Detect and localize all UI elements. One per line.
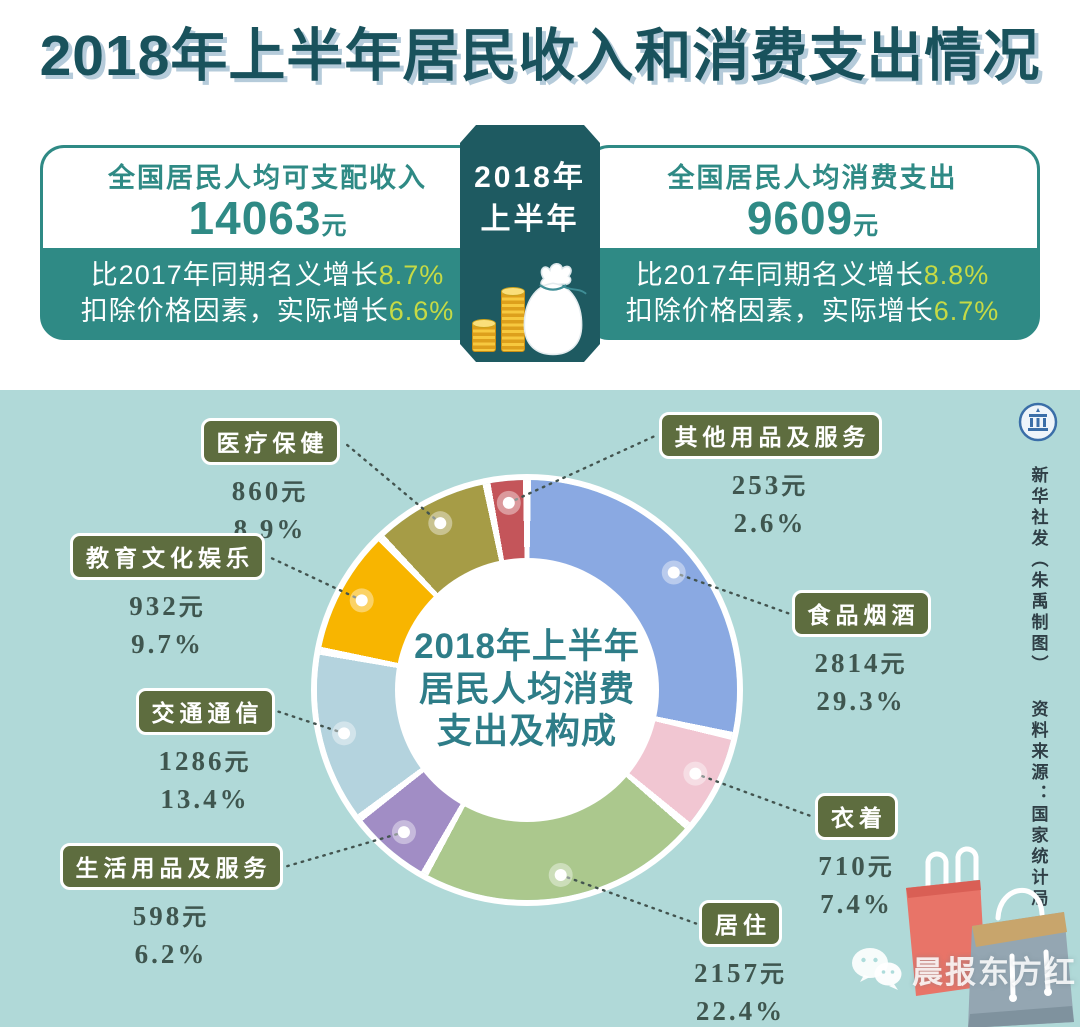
credits-column: 新华社发（朱禹制图） 资料来源：国家统计局 bbox=[1018, 402, 1058, 910]
segment-percent: 7.4% bbox=[820, 889, 893, 919]
income-box-top: 全国居民人均可支配收入 14063元 bbox=[43, 148, 492, 248]
segment-tag: 交通通信 bbox=[135, 688, 275, 735]
period-line1: 2018年 bbox=[474, 161, 586, 194]
label-housing: 居住 2157元 22.4% bbox=[688, 900, 793, 1027]
period-ribbon: 2018年 上半年 bbox=[460, 125, 600, 362]
segment-percent: 13.4% bbox=[160, 784, 250, 814]
expense-box-bottom: 比2017年同期名义增长8.8% 扣除价格因素，实际增长6.7% bbox=[588, 248, 1037, 337]
segment-value: 598元 bbox=[132, 901, 210, 931]
segment-value: 1286元 bbox=[158, 746, 252, 776]
segment-tag: 食品烟酒 bbox=[791, 590, 931, 637]
income-real-value: 6.6% bbox=[388, 296, 455, 326]
income-value-row: 14063元 bbox=[189, 195, 347, 241]
label-education: 教育文化娱乐 932元 9.7% bbox=[60, 533, 275, 660]
coin-stack-tall bbox=[501, 290, 525, 352]
income-growth-prefix: 比2017年同期名义增长 bbox=[90, 260, 379, 291]
label-other: 其他用品及服务 253元 2.6% bbox=[645, 412, 895, 539]
expense-growth-prefix: 比2017年同期名义增长 bbox=[635, 260, 924, 291]
expense-value-row: 9609元 bbox=[747, 195, 878, 241]
income-real-line: 扣除价格因素，实际增长6.6% bbox=[81, 294, 455, 330]
source-text: 资料来源：国家统计局 bbox=[1028, 700, 1048, 910]
segment-tag: 生活用品及服务 bbox=[59, 843, 283, 890]
chart-section: 2018年上半年 居民人均消费 支出及构成 医疗保健 860元 8.9% 其他用… bbox=[0, 390, 1080, 1027]
segment-value: 2157元 bbox=[694, 958, 787, 988]
segment-percent: 2.6% bbox=[733, 508, 807, 538]
segment-tag: 衣着 bbox=[815, 793, 898, 840]
wechat-icon bbox=[852, 948, 902, 990]
shopping-bags-icon bbox=[906, 846, 1074, 1027]
segment-percent: 9.7% bbox=[131, 629, 204, 659]
segment-value: 253元 bbox=[731, 470, 809, 500]
donut-center-title: 2018年上半年 居民人均消费 支出及构成 bbox=[414, 626, 640, 754]
donut-center: 2018年上半年 居民人均消费 支出及构成 bbox=[395, 558, 659, 822]
segment-tag: 其他用品及服务 bbox=[658, 412, 882, 459]
watermark: 晨报东方红 bbox=[850, 946, 1077, 992]
income-real-prefix: 扣除价格因素，实际增长 bbox=[80, 296, 389, 326]
segment-value: 932元 bbox=[129, 591, 206, 621]
center-line-3: 支出及构成 bbox=[436, 712, 617, 752]
expense-growth-line: 比2017年同期名义增长8.8% bbox=[636, 258, 990, 294]
expense-real-prefix: 扣除价格因素，实际增长 bbox=[625, 296, 934, 326]
coin-stack-short bbox=[472, 322, 496, 352]
center-line-1: 2018年上半年 bbox=[414, 626, 640, 666]
segment-value: 860元 bbox=[231, 476, 309, 506]
page-title: 2018年上半年居民收入和消费支出情况 bbox=[39, 24, 1041, 88]
segment-tag: 医疗保健 bbox=[200, 418, 340, 465]
income-box: 全国居民人均可支配收入 14063元 比2017年同期名义增长8.7% 扣除价格… bbox=[40, 145, 495, 340]
money-bag-icon bbox=[514, 260, 592, 356]
income-unit: 元 bbox=[321, 211, 347, 240]
period-line2: 上半年 bbox=[480, 203, 580, 236]
expense-label: 全国居民人均消费支出 bbox=[667, 162, 958, 193]
expense-unit: 元 bbox=[853, 211, 879, 240]
coins-icon bbox=[472, 290, 525, 352]
income-value: 14063 bbox=[188, 191, 322, 244]
label-daily-goods: 生活用品及服务 598元 6.2% bbox=[50, 843, 292, 970]
xinhua-logo-icon bbox=[1018, 402, 1058, 442]
label-food: 食品烟酒 2814元 29.3% bbox=[786, 590, 936, 717]
label-healthcare: 医疗保健 860元 8.9% bbox=[185, 418, 355, 545]
segment-percent: 22.4% bbox=[695, 996, 786, 1026]
income-box-bottom: 比2017年同期名义增长8.7% 扣除价格因素，实际增长6.6% bbox=[43, 248, 492, 337]
expense-growth-value: 8.8% bbox=[923, 260, 990, 291]
period-text: 2018年 上半年 bbox=[460, 157, 600, 241]
income-growth-value: 8.7% bbox=[378, 260, 445, 291]
segment-value: 710元 bbox=[818, 851, 895, 881]
income-growth-line: 比2017年同期名义增长8.7% bbox=[91, 258, 445, 294]
expense-box: 全国居民人均消费支出 9609元 比2017年同期名义增长8.8% 扣除价格因素… bbox=[585, 145, 1040, 340]
income-label: 全国居民人均可支配收入 bbox=[108, 162, 427, 193]
expense-box-top: 全国居民人均消费支出 9609元 bbox=[588, 148, 1037, 248]
watermark-text: 晨报东方红 bbox=[912, 954, 1077, 990]
segment-tag: 教育文化娱乐 bbox=[70, 533, 265, 580]
segment-value: 2814元 bbox=[814, 648, 908, 678]
center-line-2: 居民人均消费 bbox=[418, 669, 635, 709]
segment-percent: 6.2% bbox=[134, 939, 208, 969]
expense-real-value: 6.7% bbox=[933, 296, 1000, 326]
expense-real-line: 扣除价格因素，实际增长6.7% bbox=[626, 294, 1000, 330]
byline-text: 新华社发（朱禹制图） bbox=[1028, 466, 1048, 676]
expense-value: 9609 bbox=[746, 191, 854, 244]
segment-percent: 29.3% bbox=[816, 686, 906, 716]
label-clothing: 衣着 710元 7.4% bbox=[804, 793, 909, 920]
segment-tag: 居住 bbox=[699, 900, 782, 947]
label-transport: 交通通信 1286元 13.4% bbox=[130, 688, 280, 815]
